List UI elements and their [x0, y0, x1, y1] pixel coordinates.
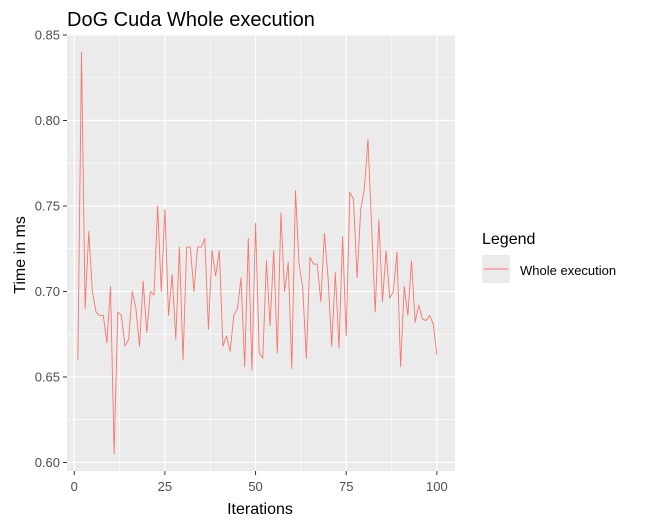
y-tick-label: 0.65: [35, 369, 60, 384]
major-gridlines: [67, 34, 455, 471]
x-axis-title: Iterations: [227, 501, 293, 518]
x-tick-labels: 0 25 50 75 100: [71, 479, 448, 494]
axis-ticks: [63, 34, 438, 475]
y-tick-label: 0.75: [35, 198, 60, 213]
minor-gridlines: [67, 35, 455, 471]
x-tick-label: 75: [339, 479, 353, 494]
y-tick-label: 0.80: [35, 113, 60, 128]
legend-title: Legend: [482, 231, 535, 248]
x-tick-label: 0: [71, 479, 78, 494]
y-tick-label: 0.60: [35, 455, 60, 470]
y-tick-label: 0.70: [35, 284, 60, 299]
plot-panel: [67, 35, 455, 471]
x-tick-label: 25: [158, 479, 172, 494]
y-tick-label: 0.85: [35, 28, 60, 43]
y-tick-labels: 0.60 0.65 0.70 0.75 0.80 0.85: [35, 28, 60, 470]
x-tick-label: 100: [426, 479, 448, 494]
legend: Legend Whole execution: [482, 231, 616, 283]
legend-entry-whole-execution: Whole execution: [520, 263, 616, 278]
series-layer: [77, 51, 438, 455]
chart-title: DoG Cuda Whole execution: [67, 9, 315, 31]
y-axis-title: Time in ms: [12, 216, 29, 294]
x-tick-label: 50: [248, 479, 262, 494]
series-line-whole-execution: [77, 51, 438, 455]
